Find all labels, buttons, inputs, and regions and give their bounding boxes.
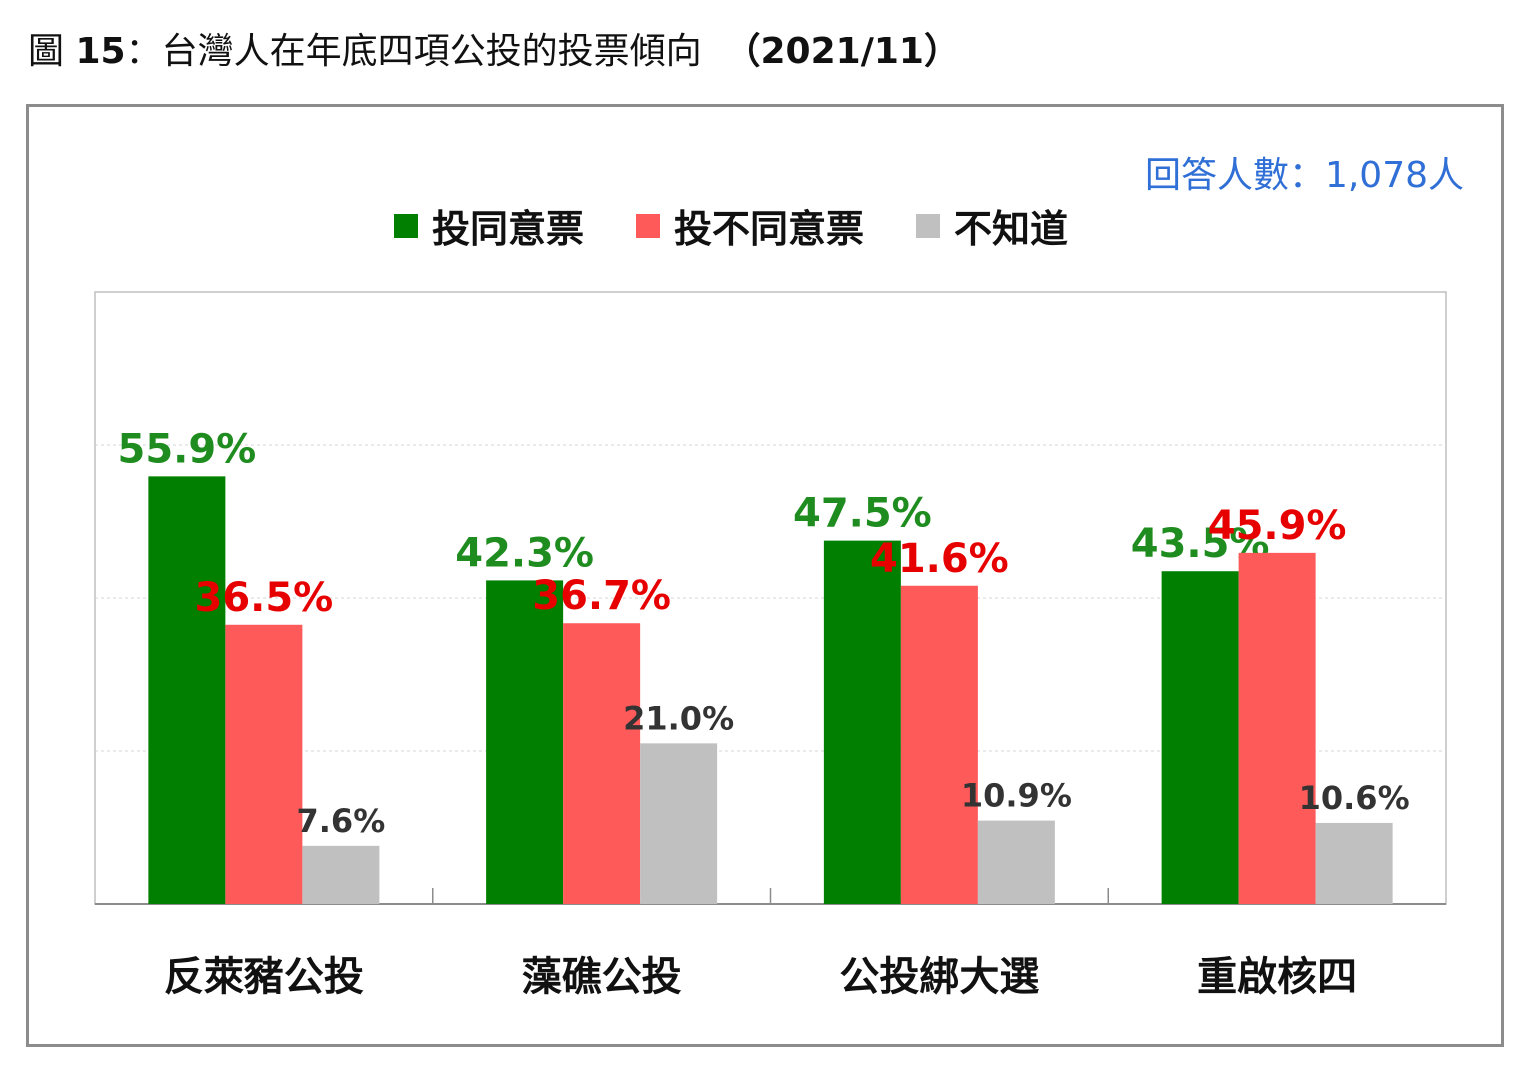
legend-label-unknown: 不知道 — [954, 207, 1069, 251]
bar-agree-4 — [1161, 571, 1239, 904]
sample-size-note: 回答人數：1,078人 — [1144, 155, 1464, 196]
bar-unknown-4 — [1315, 822, 1393, 904]
legend-label-agree: 投同意票 — [432, 207, 585, 251]
figure-title: 圖 15：台灣人在年底四項公投的投票傾向 （2021/11） — [28, 22, 960, 74]
data-label-disagree-2: 36.7% — [532, 573, 671, 619]
bar-unknown-3 — [977, 820, 1055, 904]
data-label-agree-1: 55.9% — [117, 426, 256, 472]
data-label-unknown-4: 10.6% — [1299, 779, 1410, 817]
legend-item-unknown: 不知道 — [916, 198, 1068, 253]
bar-agree-3 — [823, 540, 901, 904]
data-label-unknown-2: 21.0% — [623, 699, 734, 737]
bar-disagree-3 — [900, 585, 978, 904]
data-label-disagree-3: 41.6% — [870, 536, 1009, 582]
data-label-unknown-3: 10.9% — [961, 777, 1072, 815]
legend-swatch-disagree — [636, 213, 661, 238]
data-label-disagree-1: 36.5% — [194, 575, 333, 621]
legend-item-agree: 投同意票 — [394, 198, 584, 253]
category-label-4: 重啟核四 — [1197, 954, 1357, 1000]
data-label-agree-3: 47.5% — [793, 491, 932, 537]
legend-label-disagree: 投不同意票 — [674, 207, 865, 251]
category-label-1: 反萊豬公投 — [164, 954, 364, 1000]
chart-frame — [26, 104, 1504, 1047]
legend-item-disagree: 投不同意票 — [636, 198, 864, 253]
bar-unknown-2 — [640, 743, 718, 904]
legend-swatch-agree — [394, 213, 418, 238]
data-label-disagree-4: 45.9% — [1208, 503, 1347, 549]
category-label-2: 藻礁公投 — [522, 954, 682, 1000]
title-prefix: 圖 — [28, 31, 65, 72]
title-text: 台灣人在年底四項公投的投票傾向 — [161, 31, 702, 72]
bar-disagree-1 — [225, 624, 303, 904]
title-date: （2021/11） — [724, 31, 960, 72]
bar-agree-2 — [486, 580, 564, 904]
bar-disagree-2 — [563, 623, 641, 904]
bar-agree-1 — [148, 476, 226, 904]
title-number: 15 — [75, 31, 126, 72]
bar-unknown-1 — [302, 845, 380, 904]
legend: 投同意票 投不同意票 不知道 — [394, 198, 1120, 253]
data-label-unknown-1: 7.6% — [297, 802, 386, 840]
bar-disagree-4 — [1238, 552, 1316, 904]
title-separator: ： — [125, 31, 162, 72]
category-label-3: 公投綁大選 — [839, 954, 1039, 1000]
data-label-agree-2: 42.3% — [455, 530, 594, 576]
legend-swatch-unknown — [916, 213, 941, 238]
